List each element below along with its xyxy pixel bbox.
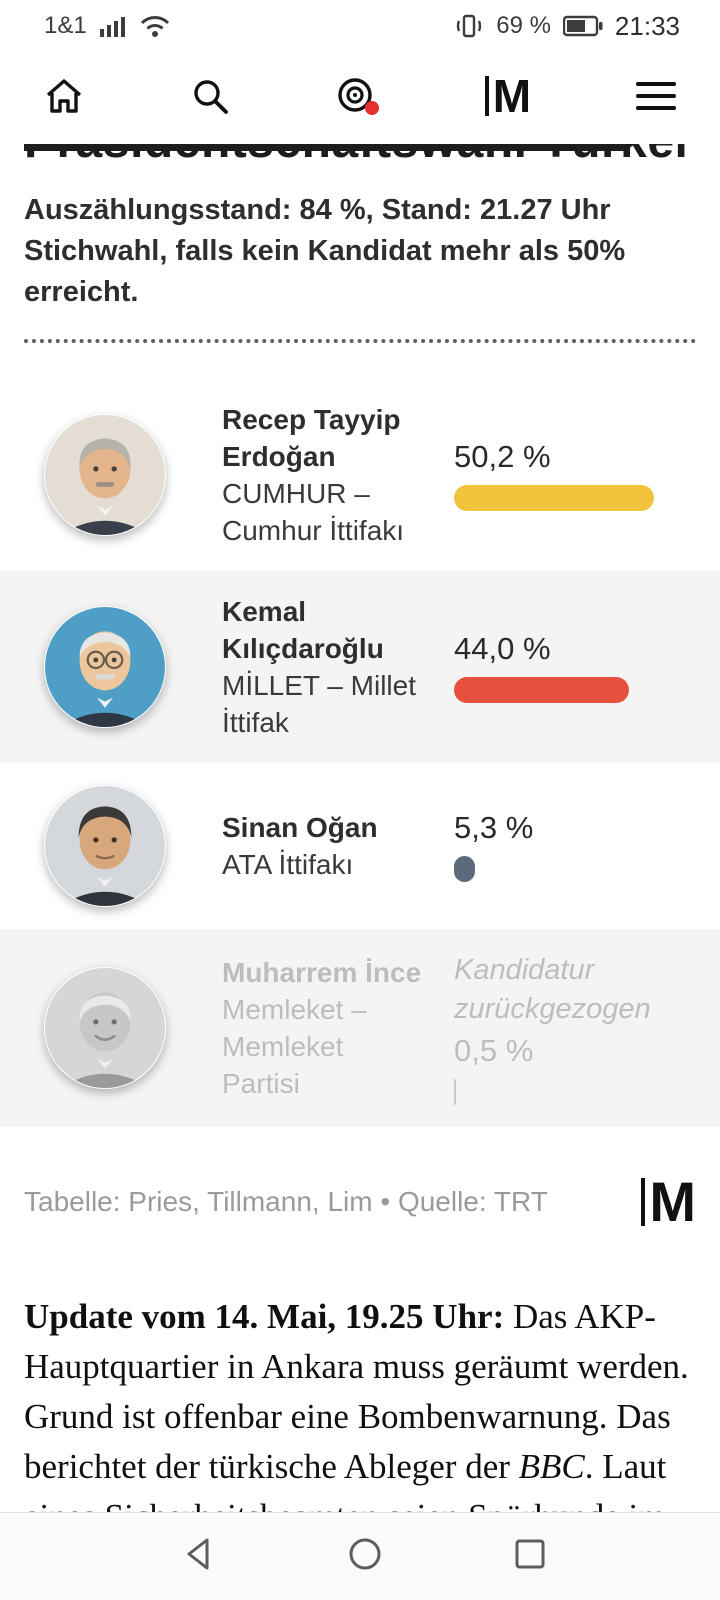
bar-track [454, 485, 654, 511]
candidate-name: Kemal Kılıçdaroğlu [222, 596, 384, 664]
carrier-label: 1&1 [44, 12, 87, 39]
status-bar: 1&1 69 % 21:33 [0, 0, 720, 48]
clock-label: 21:33 [614, 10, 680, 41]
android-back-button[interactable] [180, 1534, 220, 1574]
article-headline: Präsidentschaftswahl Türkei [24, 144, 696, 169]
battery-percent-label: 69 % [496, 12, 551, 39]
merkur-logo-button[interactable]: M [484, 69, 532, 123]
result-column: Kandidatur zurückgezogen 0,5 % [454, 951, 654, 1105]
logo-bar [641, 1177, 646, 1226]
candidate-info: Sinan Oğan ATA İttifakı [222, 809, 428, 883]
article-body-text: Das AKP-Hauptquartier in Ankara muss ger… [24, 1297, 689, 1486]
vibrate-mode-icon [457, 14, 482, 38]
table-row-ogan: Sinan Oğan ATA İttifakı 5,3 % [0, 763, 720, 929]
bar-track [454, 856, 654, 882]
home-button[interactable] [42, 75, 86, 117]
result-bar-erdogan [454, 485, 654, 511]
candidate-info: Kemal Kılıçdaroğlu MİLLET – Millet İttif… [222, 593, 428, 741]
live-ticker-button[interactable] [334, 74, 382, 118]
clipped-headline-container: Präsidentschaftswahl Türkei [24, 144, 696, 174]
bar-track [454, 677, 654, 703]
candidate-avatar-ogan [44, 785, 166, 907]
article-update-lead: Update vom 14. Mai, 19.25 Uhr: [24, 1297, 505, 1336]
result-percent-label: 44,0 % [454, 631, 551, 666]
notification-dot [364, 101, 379, 115]
candidate-name: Muharrem İnce [222, 957, 422, 988]
bar-track [454, 1079, 654, 1105]
result-bar-ogan [454, 856, 476, 882]
runoff-note-line: Stichwahl, falls kein Kandidat mehr als … [24, 235, 626, 308]
candidate-party: MİLLET – Millet İttifak [222, 670, 416, 738]
merkur-watermark-logo: M [641, 1169, 696, 1234]
result-bar-kilicdaroglu [454, 677, 630, 703]
wifi-icon [140, 16, 169, 37]
table-credits: Tabelle: Pries, Tillmann, Lim • Quelle: … [24, 1169, 696, 1234]
candidate-party: CUMHUR – Cumhur İttifakı [222, 478, 405, 546]
result-percent-label: 0,5 % [454, 1033, 534, 1068]
withdrawn-note: Kandidatur zurückgezogen [454, 954, 651, 1025]
logo-letter: M [492, 70, 532, 122]
table-row-kilicdaroglu: Kemal Kılıçdaroğlu MİLLET – Millet İttif… [0, 571, 720, 763]
candidate-name: Recep Tayyip Erdoğan [222, 404, 401, 472]
candidate-avatar-kilicdaroglu [44, 606, 166, 728]
result-percent-label: 50,2 % [454, 439, 551, 474]
table-row-ince: Muharrem İnce Memleket – Memleket Partis… [0, 929, 720, 1127]
result-column: 5,3 % [454, 810, 654, 882]
back-triangle-icon [187, 1538, 209, 1569]
top-navigation-bar: M [0, 48, 720, 144]
candidate-name: Sinan Oğan [222, 812, 378, 843]
home-circle-icon [349, 1538, 381, 1569]
count-status-line: Auszählungsstand: 84 %, Stand: 21.27 Uhr [24, 194, 611, 226]
result-column: 50,2 % [454, 439, 654, 511]
menu-button[interactable] [634, 78, 678, 114]
search-button[interactable] [189, 75, 231, 117]
result-percent-label: 5,3 % [454, 810, 534, 845]
candidate-info: Muharrem İnce Memleket – Memleket Partis… [222, 954, 428, 1102]
android-recents-button[interactable] [510, 1534, 550, 1574]
logo-letter: M [649, 1170, 696, 1233]
hamburger-menu-icon [635, 82, 676, 110]
recents-square-icon [515, 1539, 545, 1568]
android-navigation-bar [0, 1512, 720, 1600]
candidate-avatar-ince [44, 967, 166, 1089]
logo-bar [484, 76, 489, 116]
election-results-table: Recep Tayyip Erdoğan CUMHUR – Cumhur İtt… [0, 379, 720, 1127]
candidate-party: ATA İttifakı [222, 849, 354, 880]
article-paragraph: Update vom 14. Mai, 19.25 Uhr: Das AKP-H… [24, 1292, 696, 1542]
battery-icon [562, 15, 603, 37]
search-icon [194, 80, 228, 114]
candidate-party: Memleket – Memleket Partisi [222, 994, 367, 1099]
credits-text: Tabelle: Pries, Tillmann, Lim • Quelle: … [24, 1185, 548, 1217]
count-status-block: Auszählungsstand: 84 %, Stand: 21.27 Uhr… [24, 190, 696, 313]
table-row-erdogan: Recep Tayyip Erdoğan CUMHUR – Cumhur İtt… [0, 379, 720, 571]
android-home-button[interactable] [345, 1534, 385, 1574]
candidate-avatar-erdogan [44, 414, 166, 536]
dotted-divider [24, 339, 696, 343]
merkur-logo: M [484, 69, 532, 123]
home-icon [46, 79, 82, 113]
result-column: 44,0 % [454, 631, 654, 703]
signal-strength-icon [99, 17, 125, 37]
result-bar-ince [454, 1079, 456, 1105]
article-publication-name: BBC [518, 1447, 585, 1486]
live-ticker-target-icon [338, 78, 379, 115]
candidate-info: Recep Tayyip Erdoğan CUMHUR – Cumhur İtt… [222, 401, 428, 549]
